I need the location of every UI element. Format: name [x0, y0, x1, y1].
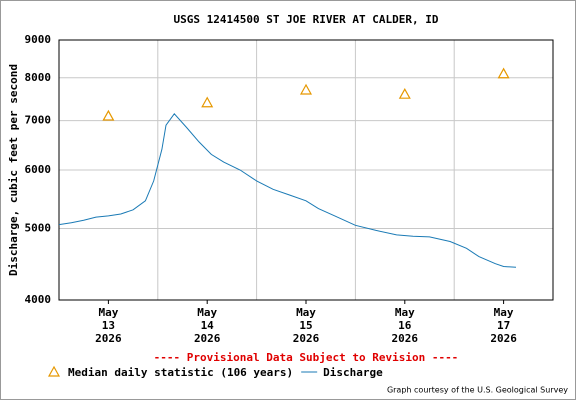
chart-title: USGS 12414500 ST JOE RIVER AT CALDER, ID	[174, 13, 439, 26]
y-tick-label: 8000	[25, 71, 52, 84]
x-tick-label: May 15 2026	[293, 306, 320, 345]
median-marker	[299, 83, 313, 95]
median-marker	[201, 96, 214, 108]
x-tick-label: May 17 2026	[490, 306, 517, 345]
median-marker	[102, 109, 115, 121]
y-tick-label: 5000	[25, 221, 52, 234]
y-tick-label: 6000	[25, 163, 52, 176]
discharge-line	[58, 113, 517, 268]
x-tick-label: May 13 2026	[95, 306, 122, 345]
credit: Graph courtesy of the U.S. Geological Su…	[387, 386, 568, 395]
median-marker	[398, 87, 411, 99]
y-tick-label: 4000	[25, 293, 52, 306]
y-axis-label: Discharge, cubic feet per second	[7, 64, 20, 276]
annotation: ---- Provisional Data Subject to Revisio…	[154, 351, 459, 364]
x-tick-label: May 14 2026	[194, 306, 221, 345]
plot-border	[58, 39, 554, 301]
legend-label: Discharge	[323, 366, 383, 379]
median-marker	[497, 67, 510, 79]
x-tick-label: May 16 2026	[392, 306, 419, 345]
legend-label: Median daily statistic (106 years)	[68, 366, 293, 379]
legend-marker	[47, 365, 61, 377]
y-tick-label: 9000	[25, 33, 52, 46]
y-tick-label: 7000	[25, 114, 52, 127]
